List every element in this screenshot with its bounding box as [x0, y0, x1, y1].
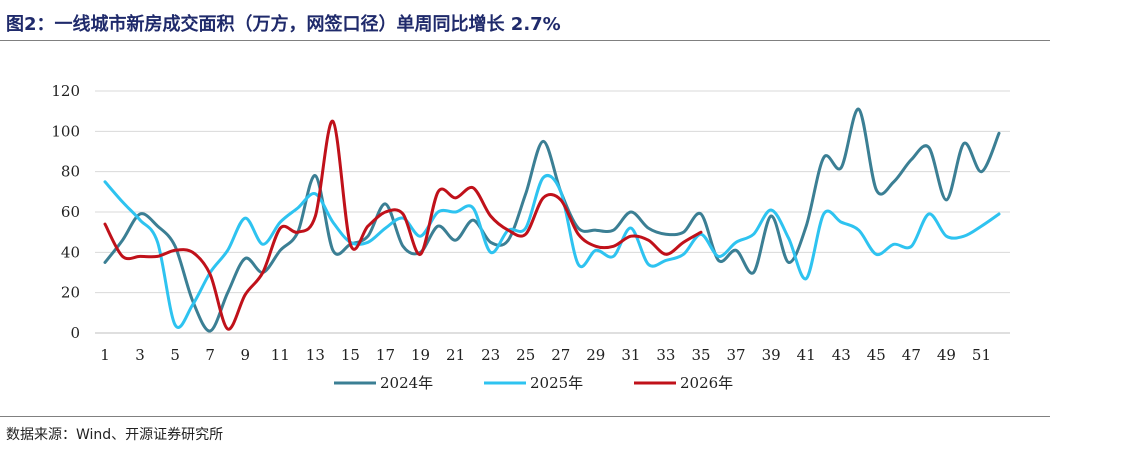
legend-label-3: 2026年 [680, 374, 733, 392]
x-tick-label: 13 [306, 346, 325, 364]
series-line-2 [103, 174, 1001, 329]
data-source: 数据来源：Wind、开源证券研究所 [6, 427, 224, 443]
x-tick-label: 47 [902, 346, 921, 364]
chart-legend: 2024年 2025年 2026年 [334, 374, 733, 392]
x-tick-label: 11 [271, 346, 290, 364]
x-tick-label: 29 [586, 346, 605, 364]
y-tick-label: 20 [61, 284, 80, 302]
x-tick-label: 27 [551, 346, 570, 364]
y-tick-label: 100 [51, 122, 80, 140]
x-tick-label: 39 [762, 346, 781, 364]
x-tick-label: 45 [867, 346, 886, 364]
legend-label-2: 2025年 [530, 374, 583, 392]
x-tick-label: 9 [240, 346, 250, 364]
x-tick-label: 33 [656, 346, 675, 364]
x-tick-label: 17 [376, 346, 395, 364]
series-line-1 [103, 107, 1001, 333]
y-tick-label: 0 [70, 324, 80, 342]
x-tick-label: 15 [341, 346, 360, 364]
x-tick-label: 3 [135, 346, 145, 364]
x-tick-label: 37 [727, 346, 746, 364]
x-tick-label: 43 [832, 346, 851, 364]
chart-series [103, 107, 1001, 333]
y-tick-label: 80 [61, 163, 80, 181]
series-line-3 [103, 119, 703, 331]
chart-title: 图2：一线城市新房成交面积（万方，网签口径）单周同比增长 2.7% [6, 14, 561, 35]
x-tick-label: 23 [481, 346, 500, 364]
x-tick-label: 41 [797, 346, 816, 364]
x-tick-label: 25 [516, 346, 535, 364]
x-tick-label: 51 [972, 346, 991, 364]
x-tick-label: 35 [691, 346, 710, 364]
x-tick-label: 19 [411, 346, 430, 364]
x-tick-label: 21 [446, 346, 465, 364]
y-tick-label: 40 [61, 243, 80, 261]
x-tick-label: 49 [937, 346, 956, 364]
top-divider [0, 40, 1050, 41]
x-tick-label: 5 [170, 346, 180, 364]
x-tick-label: 1 [100, 346, 110, 364]
x-tick-label: 7 [205, 346, 215, 364]
x-tick-label: 31 [621, 346, 640, 364]
y-tick-label: 120 [51, 82, 80, 100]
bottom-divider [0, 416, 1050, 417]
legend-label-1: 2024年 [380, 374, 433, 392]
y-tick-label: 60 [61, 203, 80, 221]
